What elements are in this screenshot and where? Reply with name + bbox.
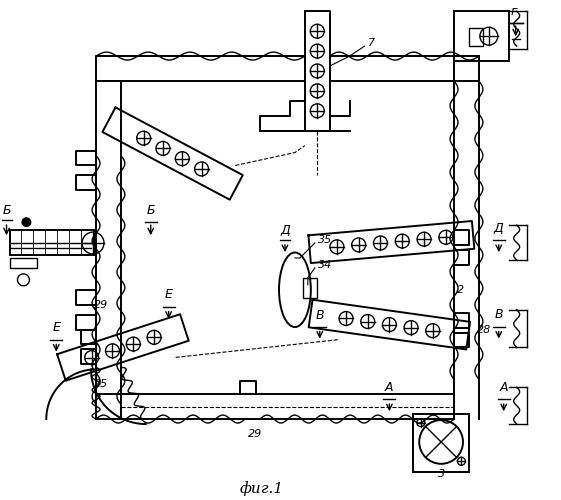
Bar — [469, 28, 483, 46]
Bar — [413, 414, 469, 472]
Text: г: г — [511, 5, 517, 18]
Text: 3: 3 — [438, 469, 445, 479]
Text: В: В — [494, 308, 503, 321]
Circle shape — [21, 217, 31, 227]
Text: 34: 34 — [318, 260, 332, 270]
Text: Б: Б — [146, 204, 155, 216]
Text: фиг.1: фиг.1 — [240, 481, 284, 496]
Text: 29: 29 — [94, 300, 108, 310]
Text: Д: Д — [280, 224, 290, 236]
Text: Б: Б — [2, 204, 11, 216]
Text: Е: Е — [52, 321, 60, 334]
Text: 29: 29 — [248, 429, 262, 439]
Text: Е: Е — [165, 288, 173, 301]
Text: А: А — [385, 380, 394, 394]
Text: Д: Д — [494, 222, 504, 234]
Bar — [454, 12, 509, 61]
Bar — [303, 278, 317, 297]
Text: 35: 35 — [318, 235, 332, 245]
Text: 7: 7 — [367, 38, 375, 48]
Bar — [10, 230, 94, 255]
Text: 28: 28 — [477, 324, 491, 334]
Bar — [10, 258, 38, 268]
Text: В: В — [315, 309, 324, 322]
Text: 25: 25 — [94, 379, 108, 389]
Text: А: А — [499, 380, 508, 394]
Text: 2: 2 — [457, 285, 465, 295]
